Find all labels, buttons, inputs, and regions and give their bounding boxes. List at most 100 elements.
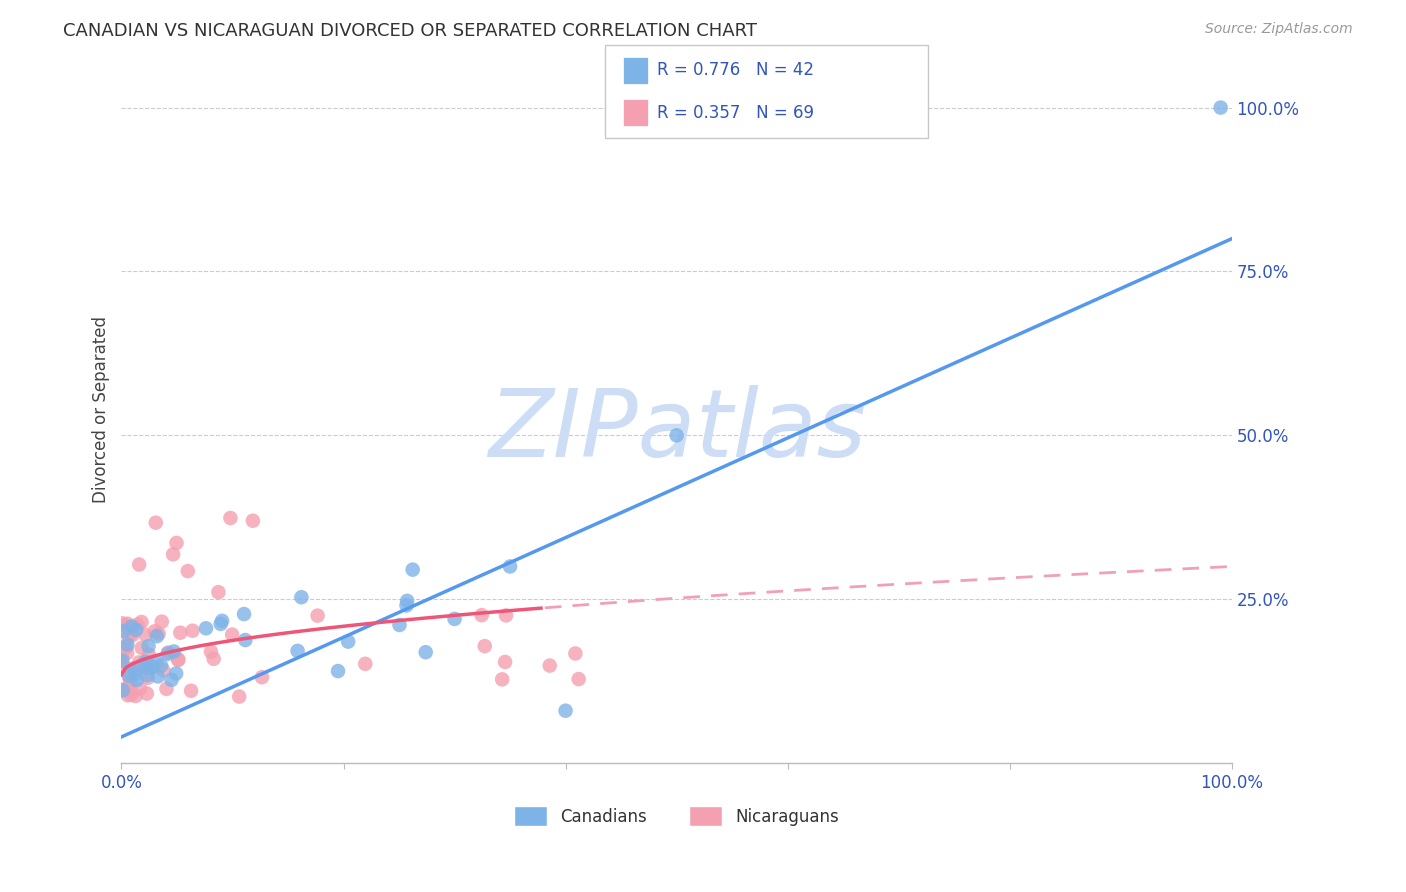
Point bbox=[326, 664, 349, 678]
Point bbox=[568, 672, 591, 686]
Point bbox=[138, 639, 160, 653]
Point bbox=[337, 634, 360, 648]
Point bbox=[150, 615, 173, 629]
Point bbox=[138, 648, 160, 662]
Legend: Canadians, Nicaraguans: Canadians, Nicaraguans bbox=[513, 806, 839, 826]
Point bbox=[121, 619, 143, 633]
Point bbox=[115, 619, 138, 633]
Point bbox=[112, 640, 135, 655]
Point bbox=[157, 646, 180, 660]
Point bbox=[125, 662, 148, 676]
Point bbox=[165, 666, 187, 681]
Point bbox=[125, 662, 148, 676]
Point bbox=[169, 625, 191, 640]
Point bbox=[117, 638, 139, 652]
Point bbox=[132, 658, 155, 673]
Text: CANADIAN VS NICARAGUAN DIVORCED OR SEPARATED CORRELATION CHART: CANADIAN VS NICARAGUAN DIVORCED OR SEPAR… bbox=[63, 22, 758, 40]
Point bbox=[110, 650, 132, 665]
Point bbox=[121, 628, 143, 642]
Point bbox=[131, 640, 153, 655]
Point bbox=[125, 623, 148, 637]
Point bbox=[143, 624, 166, 639]
Point bbox=[494, 655, 516, 669]
Point bbox=[354, 657, 377, 671]
Point bbox=[287, 644, 309, 658]
Point bbox=[136, 661, 159, 675]
Point bbox=[124, 667, 146, 681]
Text: Source: ZipAtlas.com: Source: ZipAtlas.com bbox=[1205, 22, 1353, 37]
Point bbox=[395, 599, 418, 613]
Point bbox=[564, 647, 586, 661]
Text: ZIPatlas: ZIPatlas bbox=[488, 384, 866, 475]
Point bbox=[499, 559, 522, 574]
Point bbox=[209, 616, 232, 631]
Point bbox=[307, 608, 329, 623]
Point bbox=[146, 669, 169, 683]
Point bbox=[127, 617, 149, 632]
Point bbox=[180, 683, 202, 698]
Point bbox=[195, 621, 218, 635]
Point bbox=[134, 628, 156, 642]
Point bbox=[120, 662, 142, 676]
Point bbox=[134, 660, 156, 674]
Point bbox=[120, 626, 142, 640]
Point bbox=[162, 547, 184, 561]
Point bbox=[128, 656, 150, 670]
Point bbox=[128, 558, 150, 572]
Point bbox=[120, 683, 142, 698]
Point bbox=[111, 654, 134, 668]
Point bbox=[148, 626, 170, 640]
Point bbox=[1209, 101, 1232, 115]
Point bbox=[134, 655, 156, 669]
Point bbox=[166, 536, 188, 550]
Point bbox=[388, 618, 411, 632]
Point bbox=[167, 652, 190, 666]
Point bbox=[491, 673, 513, 687]
Point bbox=[112, 624, 135, 638]
Point bbox=[290, 591, 312, 605]
Point bbox=[207, 585, 229, 599]
Point bbox=[177, 564, 200, 578]
Point bbox=[242, 514, 264, 528]
Point bbox=[160, 673, 183, 687]
Point bbox=[150, 658, 173, 673]
Point bbox=[471, 608, 494, 623]
Point bbox=[135, 687, 157, 701]
Point bbox=[118, 671, 141, 685]
Point bbox=[554, 704, 576, 718]
Point bbox=[495, 608, 517, 623]
Point bbox=[129, 681, 152, 696]
Point bbox=[145, 516, 167, 530]
Point bbox=[120, 688, 142, 702]
Point bbox=[136, 668, 159, 682]
Point bbox=[115, 616, 138, 631]
Point bbox=[156, 647, 179, 661]
Point bbox=[110, 650, 132, 665]
Point bbox=[221, 627, 243, 641]
Point bbox=[200, 645, 222, 659]
Point bbox=[142, 660, 165, 674]
Point bbox=[415, 645, 437, 659]
Point bbox=[114, 663, 136, 677]
Point bbox=[181, 624, 204, 638]
Point bbox=[115, 640, 138, 655]
Point bbox=[117, 688, 139, 702]
Point bbox=[136, 671, 159, 685]
Text: R = 0.776   N = 42: R = 0.776 N = 42 bbox=[657, 62, 814, 79]
Y-axis label: Divorced or Separated: Divorced or Separated bbox=[93, 316, 110, 502]
Point bbox=[125, 673, 148, 687]
Point bbox=[131, 615, 153, 629]
Point bbox=[118, 623, 141, 637]
Point bbox=[146, 629, 169, 643]
Point bbox=[228, 690, 250, 704]
Point bbox=[111, 682, 134, 697]
Point bbox=[235, 633, 257, 648]
Point bbox=[155, 681, 177, 696]
Point bbox=[117, 681, 139, 696]
Point bbox=[117, 630, 139, 644]
Point bbox=[219, 511, 242, 525]
Point bbox=[402, 563, 425, 577]
Text: R = 0.357   N = 69: R = 0.357 N = 69 bbox=[657, 103, 814, 121]
Point bbox=[111, 683, 134, 698]
Point bbox=[167, 653, 190, 667]
